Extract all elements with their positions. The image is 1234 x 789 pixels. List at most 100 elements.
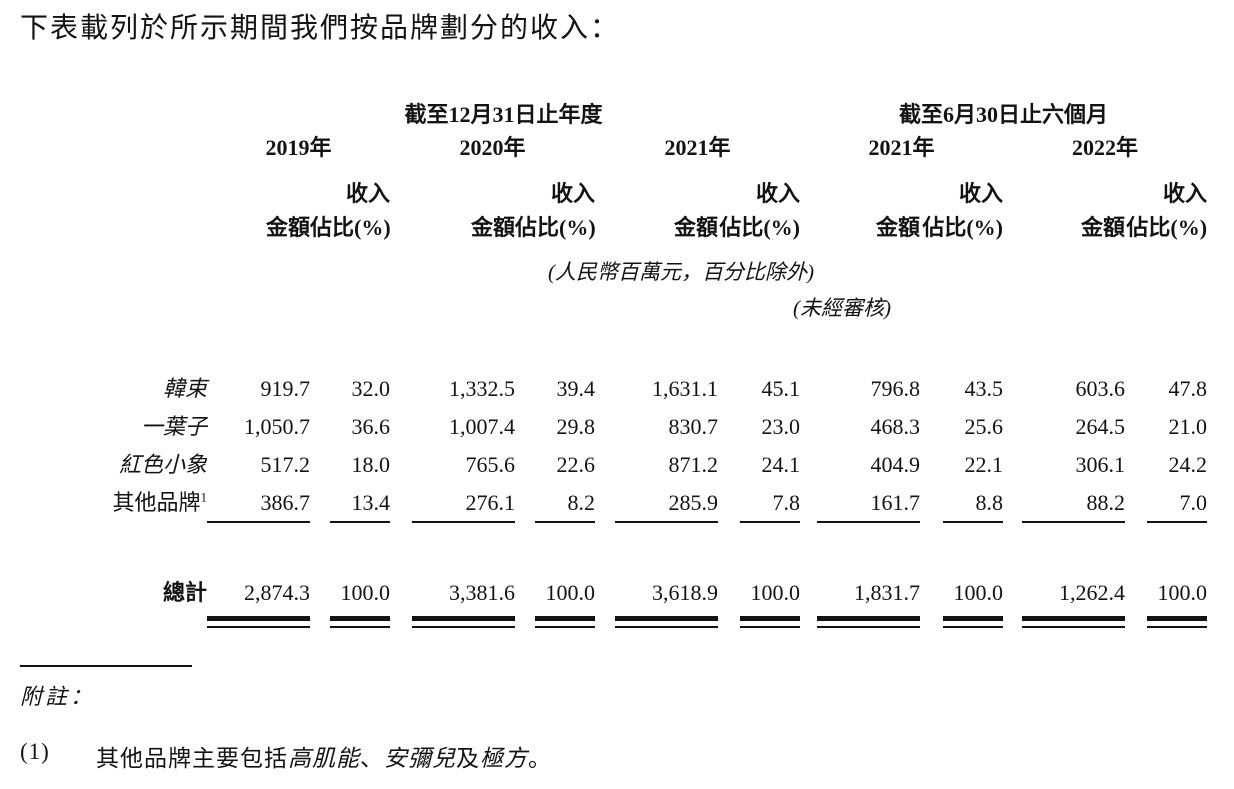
pct-header: 佔比(%) <box>310 215 391 241</box>
brand-label: 一葉子 <box>140 414 207 440</box>
empty-cell <box>20 92 207 128</box>
brand-label: 紅色小象 <box>118 452 207 478</box>
year-header-2021-interim: 2021年 <box>868 135 935 161</box>
revenue-label: 收入 <box>756 181 801 207</box>
cell-amount: 161.7 <box>870 490 921 516</box>
year-header-2022-interim: 2022年 <box>1072 135 1139 161</box>
cell-pct: 100.0 <box>340 580 391 606</box>
revenue-by-brand-table: 截至12月31日止年度 截至6月30日止六個月 2019年 2020年 2021… <box>20 92 1208 645</box>
table-row-yiyezi: 一葉子 1,050.7 36.6 1,007.4 29.8 830.7 23.0… <box>20 407 1207 445</box>
column-rule <box>615 520 718 523</box>
page-title: 下表載列於所示期間我們按品牌劃分的收入： <box>20 13 621 44</box>
cell-pct: 22.6 <box>556 452 596 478</box>
cell-amount: 386.7 <box>260 490 311 516</box>
cell-amount: 306.1 <box>1075 452 1126 478</box>
table-row-total: 總計 2,874.3 100.0 3,381.6 100.0 3,618.9 1… <box>20 567 1207 609</box>
cell-pct: 32.0 <box>351 376 391 402</box>
footnote-number: (1) <box>20 738 50 764</box>
cell-pct: 23.0 <box>761 414 801 440</box>
cell-amount: 1,262.4 <box>1059 580 1126 606</box>
cell-pct: 24.1 <box>761 452 801 478</box>
footnote-separator <box>20 664 192 667</box>
total-double-rule <box>615 615 718 628</box>
spacer-row <box>20 321 1207 369</box>
cell-amount: 517.2 <box>260 452 311 478</box>
brand-label: 其他品牌 <box>112 490 201 516</box>
period-header-interim: 截至6月30日止六個月 <box>899 102 1109 128</box>
cell-pct: 29.8 <box>556 414 596 440</box>
cell-amount: 3,381.6 <box>449 580 515 606</box>
cell-amount: 603.6 <box>1075 376 1126 402</box>
column-rule <box>1022 520 1126 523</box>
footnote-marker: 1 <box>200 489 208 505</box>
cell-amount: 468.3 <box>870 414 921 440</box>
currency-unit-note: (人民幣百萬元，百分比除外) <box>548 260 814 285</box>
empty-cell <box>1003 161 1125 207</box>
empty-cell <box>20 161 207 207</box>
column-rule <box>330 520 390 523</box>
total-double-rule <box>535 615 595 628</box>
cell-amount: 1,050.7 <box>244 414 310 440</box>
brand-name-gaojineng: 高肌能 <box>288 745 360 771</box>
total-double-rule <box>943 615 1004 628</box>
cell-amount: 765.6 <box>465 452 516 478</box>
period-header-annual: 截至12月31日止年度 <box>404 102 603 128</box>
cell-amount: 919.7 <box>260 376 311 402</box>
cell-amount: 285.9 <box>668 490 719 516</box>
revenue-label: 收入 <box>959 181 1004 207</box>
empty-cell <box>20 128 207 161</box>
empty-cell <box>800 161 920 207</box>
footnote-item-1: (1) 其他品牌主要包括高肌能、安彌兒及極方。 <box>20 739 1234 773</box>
revenue-label: 收入 <box>550 181 595 207</box>
cell-amount: 3,618.9 <box>652 580 718 606</box>
cell-pct: 22.1 <box>964 452 1004 478</box>
cell-amount: 796.8 <box>870 376 921 402</box>
cell-pct: 43.5 <box>964 376 1004 402</box>
total-double-rule <box>412 615 515 628</box>
column-rule <box>535 520 595 523</box>
year-header-2019: 2019年 <box>265 135 332 161</box>
column-rule <box>412 520 515 523</box>
cell-amount: 88.2 <box>1086 490 1126 516</box>
revenue-label: 收入 <box>345 181 390 207</box>
pct-header: 佔比(%) <box>515 215 596 241</box>
year-header-2020: 2020年 <box>459 135 526 161</box>
total-double-rule <box>1147 615 1208 628</box>
amount-header: 金額 <box>470 215 515 241</box>
amount-header: 金額 <box>673 215 718 241</box>
amount-header: 金額 <box>1081 215 1126 241</box>
cell-pct: 8.8 <box>975 490 1004 516</box>
double-rule-row <box>20 609 1208 645</box>
cell-pct: 25.6 <box>964 414 1004 440</box>
cell-pct: 13.4 <box>351 490 391 516</box>
pct-header: 佔比(%) <box>1126 215 1208 241</box>
column-rule <box>207 520 310 523</box>
cell-amount: 1,007.4 <box>449 414 515 440</box>
cell-pct: 36.6 <box>351 414 391 440</box>
cell-pct: 100.0 <box>750 580 801 606</box>
cell-amount: 1,631.1 <box>652 376 718 402</box>
column-rule <box>740 520 801 523</box>
cell-pct: 100.0 <box>545 580 596 606</box>
table-row-hanshu: 韓束 919.7 32.0 1,332.5 39.4 1,631.1 45.1 … <box>20 369 1207 407</box>
cell-pct: 45.1 <box>761 376 801 402</box>
pct-header: 佔比(%) <box>719 215 801 241</box>
brand-label: 韓束 <box>162 376 207 402</box>
column-rule <box>817 520 921 523</box>
amount-header: 金額 <box>265 215 310 241</box>
cell-amount: 264.5 <box>1075 414 1126 440</box>
total-double-rule <box>817 615 921 628</box>
pct-header: 佔比(%) <box>922 215 1004 241</box>
brand-name-anmier: 安彌兒 <box>384 745 456 771</box>
cell-pct: 7.0 <box>1179 490 1208 516</box>
table-row-other-brands: 其他品牌1 386.7 13.4 276.1 8.2 285.9 7.8 161… <box>20 483 1207 521</box>
cell-pct: 100.0 <box>953 580 1004 606</box>
cell-amount: 276.1 <box>465 490 516 516</box>
cell-amount: 1,332.5 <box>449 376 515 402</box>
cell-pct: 39.4 <box>556 376 596 402</box>
empty-cell <box>20 207 207 241</box>
empty-cell <box>390 161 515 207</box>
cell-amount: 1,831.7 <box>854 580 921 606</box>
unit-note-row: (人民幣百萬元，百分比除外) <box>20 241 1207 285</box>
